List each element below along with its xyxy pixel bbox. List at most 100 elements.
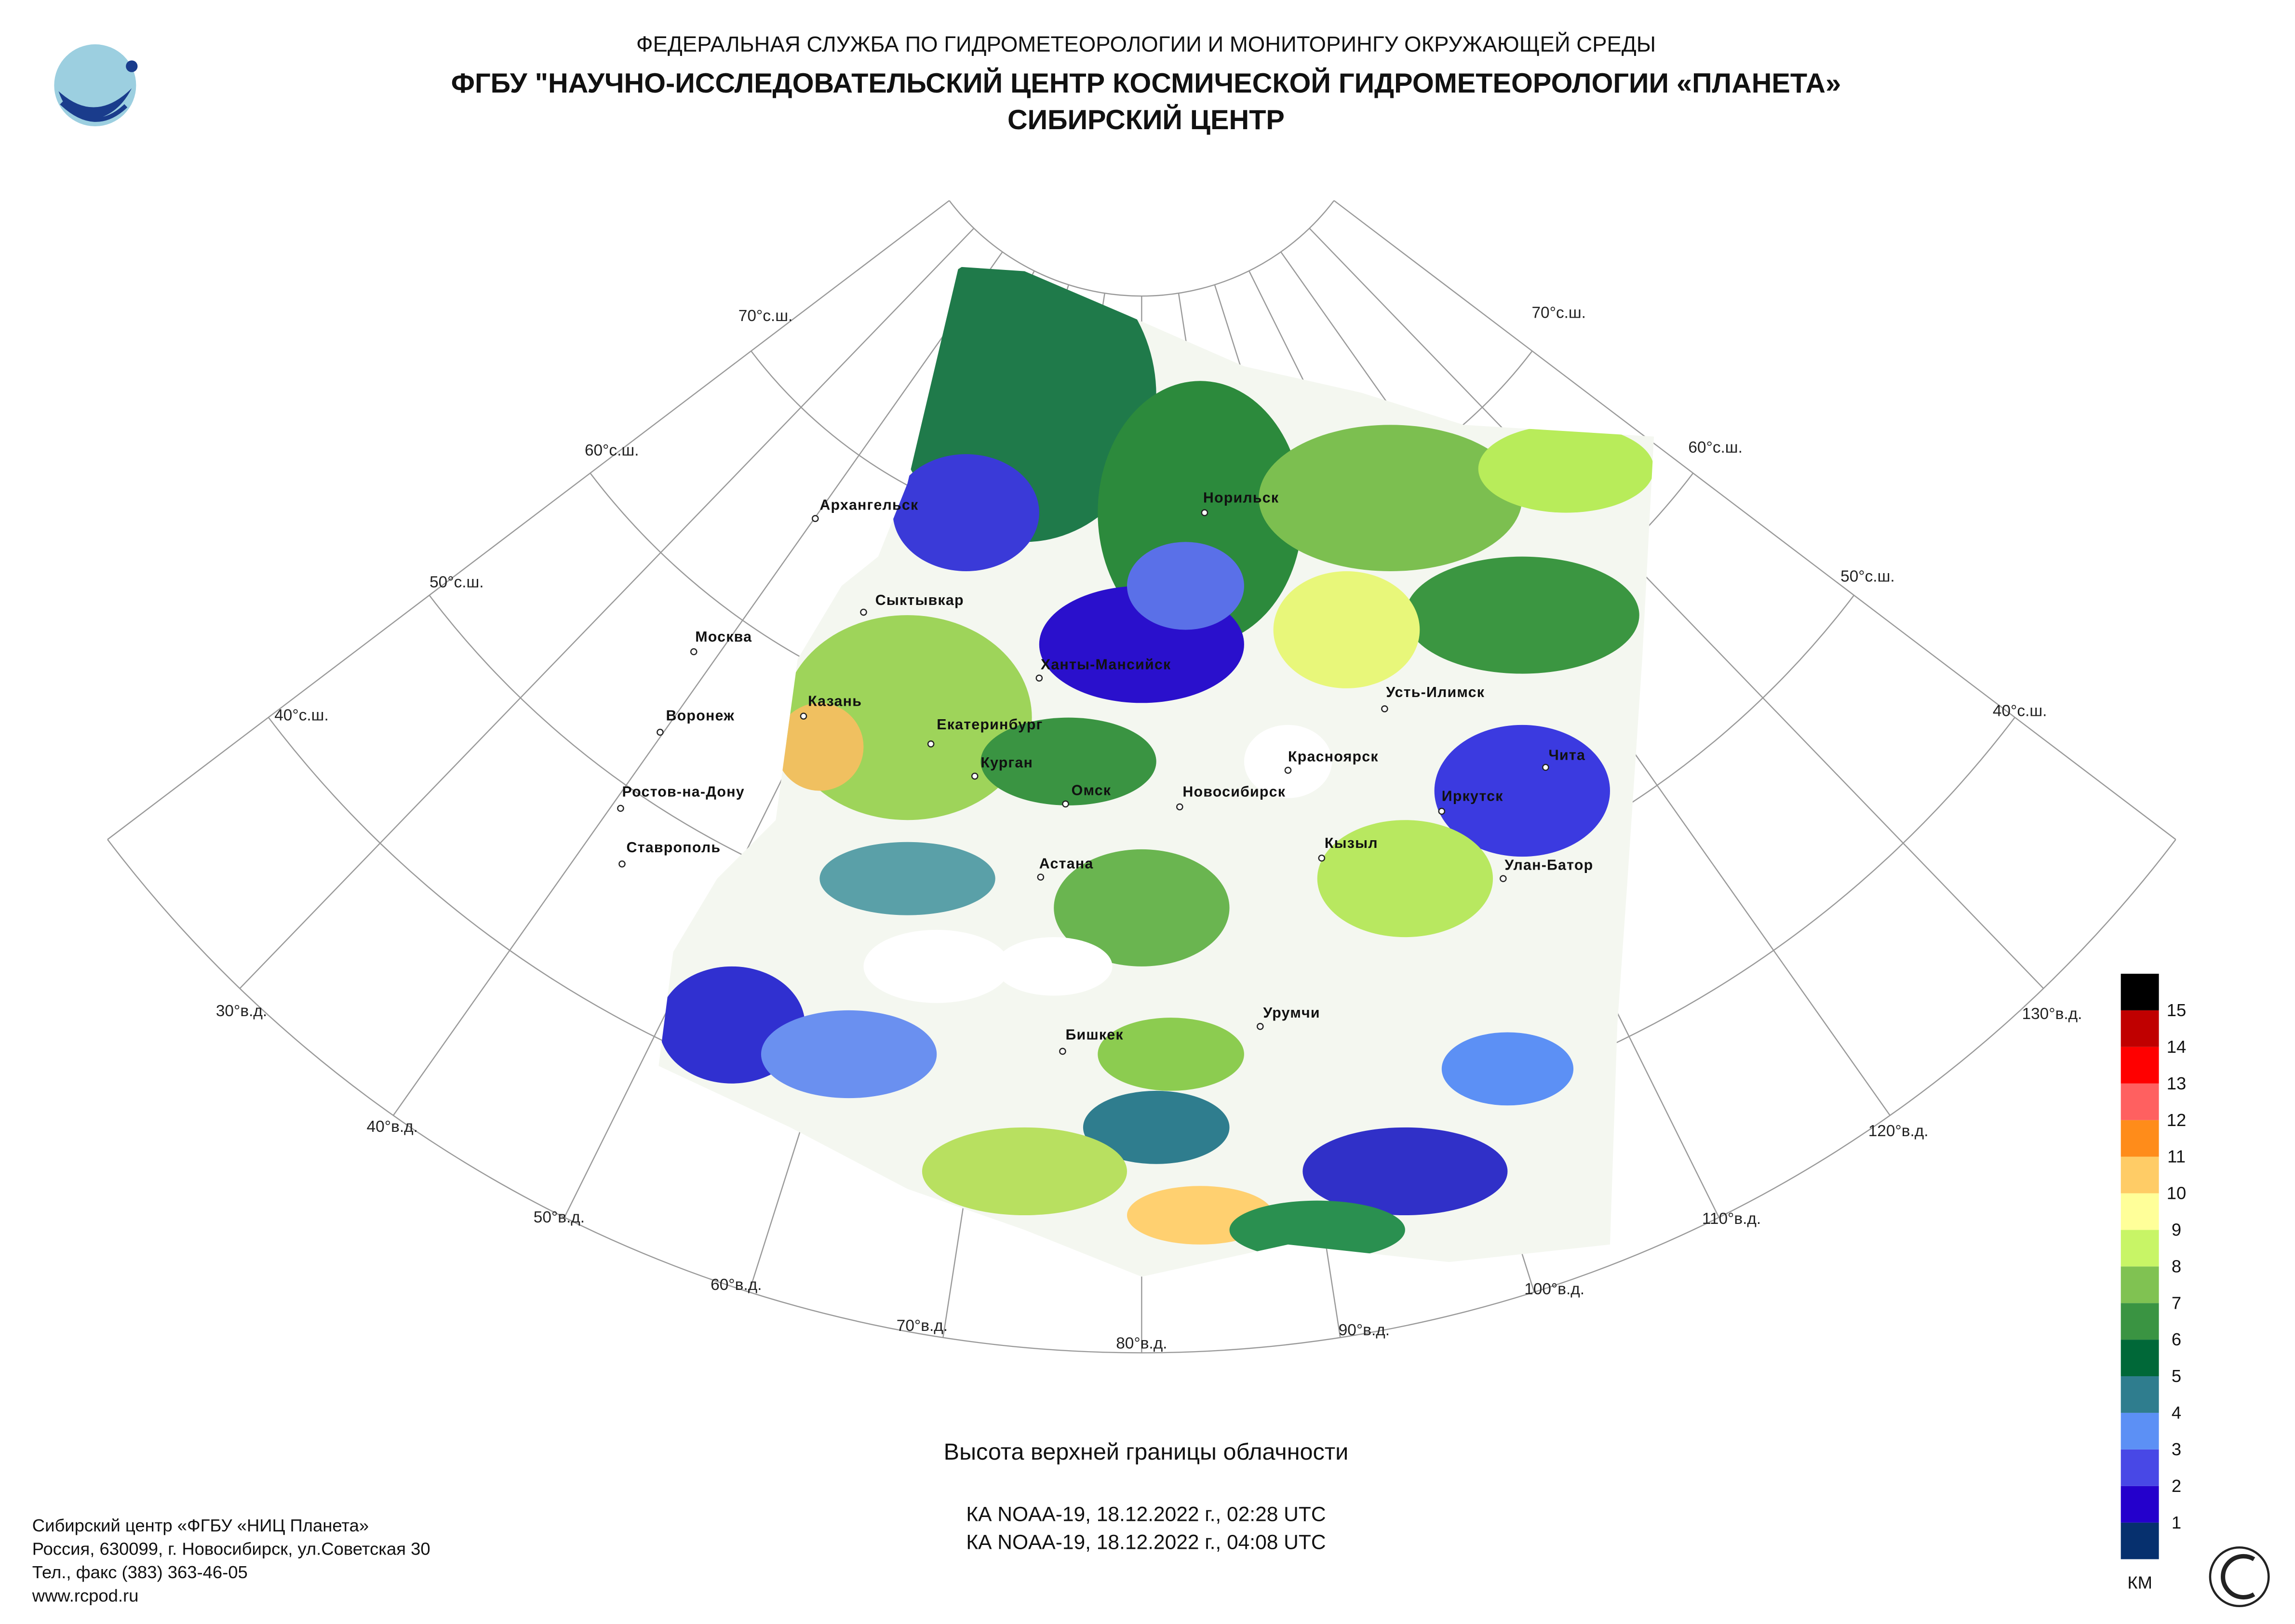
legend-label: 4 xyxy=(2172,1403,2181,1423)
legend-swatch xyxy=(2121,1047,2159,1084)
map-labels: 70°с.ш. 70°с.ш. 60°с.ш. 60°с.ш. 50°с.ш. 50°с.… xyxy=(216,304,2082,1353)
legend-label: 9 xyxy=(2172,1220,2181,1240)
city-marker xyxy=(618,860,626,868)
city-label: Красноярск xyxy=(1288,749,1379,765)
legend-label: 15 xyxy=(2167,1000,2187,1020)
parallel-label: 40°с.ш. xyxy=(1993,702,2047,720)
city-marker xyxy=(1037,873,1045,881)
parallel xyxy=(107,839,2176,1354)
agency: ФЕДЕРАЛЬНАЯ СЛУЖБА ПО ГИДРОМЕТЕОРОЛОГИИ … xyxy=(636,31,1656,56)
legend-swatch xyxy=(2121,1083,2159,1120)
city-marker xyxy=(690,648,698,656)
legend-label: 10 xyxy=(2167,1183,2187,1203)
city-marker xyxy=(1257,1023,1264,1030)
footer-line: www.rcpod.ru xyxy=(32,1586,139,1606)
city-marker xyxy=(1176,803,1183,811)
meridian xyxy=(239,228,975,989)
meridian xyxy=(107,200,950,840)
legend-label: 7 xyxy=(2172,1293,2181,1313)
center: СИБИРСКИЙ ЦЕНТР xyxy=(1007,104,1285,135)
city-label: Москва xyxy=(695,629,752,645)
city-label: Урумчи xyxy=(1263,1005,1320,1021)
legend-swatch xyxy=(2121,1412,2159,1450)
legend-label: 12 xyxy=(2167,1110,2187,1130)
meridian-label: 110°в.д. xyxy=(1702,1210,1761,1228)
legend-swatch xyxy=(2121,1156,2159,1194)
city-label: Омск xyxy=(1072,783,1112,799)
city-label: Сыктывкар xyxy=(875,592,964,608)
city-label: Усть-Илимск xyxy=(1386,684,1485,700)
meridian-label: 100°в.д. xyxy=(1524,1280,1584,1298)
meridian-label: 130°в.д. xyxy=(2022,1005,2082,1023)
footer-line: Тел., факс (383) 363-46-05 xyxy=(32,1562,248,1582)
cloud-swath xyxy=(658,267,1654,1277)
city-marker xyxy=(971,772,979,780)
parallel-label: 70°с.ш. xyxy=(738,307,792,325)
legend-label: 11 xyxy=(2167,1147,2186,1167)
city-label: Норильск xyxy=(1203,490,1279,506)
city-label: Екатеринбург xyxy=(937,717,1043,733)
city-label: Ханты-Мансийск xyxy=(1041,657,1171,672)
logo xyxy=(54,44,138,126)
meridian-label: 120°в.д. xyxy=(1868,1122,1929,1140)
meridian-label: 70°в.д. xyxy=(897,1317,948,1335)
city-label: Иркутск xyxy=(1442,789,1503,805)
city-marker xyxy=(1381,705,1388,712)
parallel-label: 60°с.ш. xyxy=(585,442,639,459)
legend-label: 3 xyxy=(2172,1439,2181,1459)
city-marker xyxy=(860,608,867,616)
city-marker xyxy=(927,740,935,748)
legend-swatch xyxy=(2121,1522,2159,1559)
meridian-label: 90°в.д. xyxy=(1339,1321,1390,1339)
legend-label: 2 xyxy=(2172,1476,2181,1496)
city-label: Новосибирск xyxy=(1182,784,1286,800)
institute: ФГБУ "НАУЧНО-ИССЛЕДОВАТЕЛЬСКИЙ ЦЕНТР КОС… xyxy=(451,67,1841,99)
pass-info: КА NOAA-19, 18.12.2022 г., 02:28 UTC xyxy=(966,1503,1326,1526)
legend-swatch xyxy=(2121,1449,2159,1486)
legend-swatch xyxy=(2121,1486,2159,1523)
parallel-label: 70°с.ш. xyxy=(1531,304,1585,322)
legend-swatch xyxy=(2121,1193,2159,1230)
city-label: Бишкек xyxy=(1065,1027,1123,1043)
city-label: Чита xyxy=(1548,748,1585,764)
legend-swatch xyxy=(2121,974,2159,1010)
meridian-label: 40°в.д. xyxy=(367,1118,418,1136)
legend-swatch xyxy=(2121,1340,2159,1377)
city-marker xyxy=(1542,764,1549,771)
city-label: Улан-Батор xyxy=(1504,857,1593,873)
legend-swatch xyxy=(2121,1010,2159,1047)
legend-label: 6 xyxy=(2172,1329,2181,1349)
legend-label: 8 xyxy=(2172,1256,2181,1276)
city-label: Воронеж xyxy=(666,708,735,724)
city-label: Казань xyxy=(808,693,862,709)
footer-line: Сибирский центр «ФГБУ «НИЦ Планета» xyxy=(32,1516,369,1535)
meridian-label: 80°в.д. xyxy=(1116,1334,1167,1352)
legend-swatch xyxy=(2121,1303,2159,1340)
city-marker xyxy=(1318,854,1326,862)
legend-swatch xyxy=(2121,1266,2159,1303)
pass-info: КА NOAA-19, 18.12.2022 г., 04:08 UTC xyxy=(966,1531,1326,1554)
legend-swatch xyxy=(2121,1120,2159,1157)
city-label: Архангельск xyxy=(819,497,918,513)
city-marker xyxy=(811,515,819,522)
city-marker xyxy=(617,805,624,812)
city-label: Ставрополь xyxy=(627,840,721,856)
city-marker xyxy=(1500,875,1507,882)
city-marker xyxy=(1035,674,1043,682)
city-marker xyxy=(1284,766,1292,774)
legend-swatch xyxy=(2121,1230,2159,1267)
parallel xyxy=(949,200,1335,297)
iso-logo xyxy=(2209,1546,2270,1607)
meridian xyxy=(1309,228,2044,989)
legend-label: 5 xyxy=(2172,1366,2181,1386)
legend-label: 13 xyxy=(2167,1074,2187,1093)
city-marker xyxy=(1059,1047,1066,1055)
city-marker xyxy=(657,728,664,736)
meridian xyxy=(1333,200,2176,840)
city-marker xyxy=(1201,509,1208,516)
legend-swatch xyxy=(2121,1376,2159,1413)
meridian xyxy=(392,251,1003,1116)
